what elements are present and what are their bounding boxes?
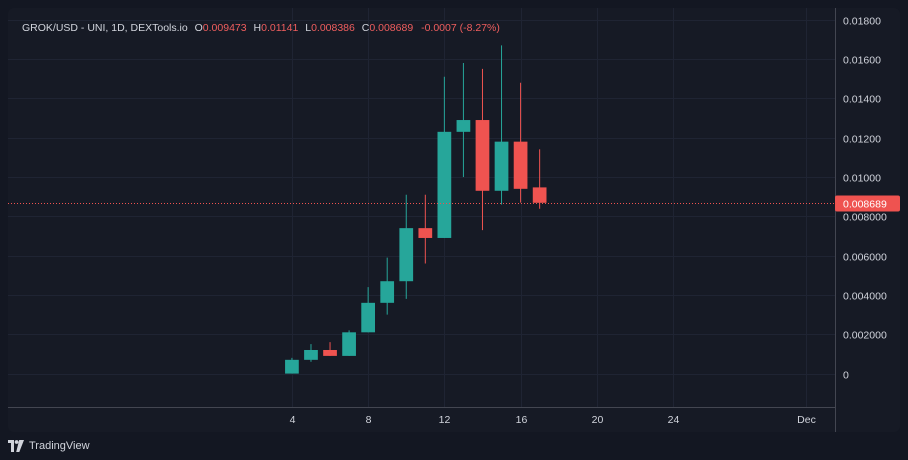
candle-body[interactable] [380,281,395,303]
candlestick-chart[interactable]: 0 0.002000 0.004000 0.006000 0.008000 0.01000… [8,8,900,432]
open-value: 0.009473 [202,22,247,34]
y-tick-label: 0.008000 [843,212,887,224]
x-tick-label: 8 [366,414,372,426]
candle-body[interactable] [399,228,414,282]
candle-body[interactable] [437,131,452,238]
close-label: C [361,22,370,34]
y-tick-label: 0.01600 [843,55,881,67]
low-label: L [305,22,312,34]
y-tick-label: 0.01800 [843,16,881,28]
last-price-tag [835,195,900,212]
y-tick-label: 0.006000 [843,252,887,264]
candle-body[interactable] [342,332,356,356]
candle-body[interactable] [418,228,433,238]
y-tick-label: 0.01000 [843,173,881,185]
y-tick-label: 0.01400 [843,94,881,106]
high-label: H [253,22,262,34]
low-value: 0.008386 [311,22,355,34]
symbol-line: GROK/USD - UNI, 1D, DEXTools.io [22,22,188,34]
chart-frame[interactable]: 0 0.002000 0.004000 0.006000 0.008000 0.01000… [8,8,900,432]
candle-body[interactable] [285,359,299,374]
x-tick-label: 4 [290,414,296,426]
x-tick-label: 12 [439,414,451,426]
candle-body[interactable] [456,120,471,132]
candle-body[interactable] [475,120,490,191]
x-tick-label: 24 [668,414,680,426]
candle-body[interactable] [494,141,509,191]
tradingview-icon [8,440,24,452]
x-tick-label: Dec [797,414,816,426]
y-tick-label: 0.01200 [843,134,881,146]
close-value: 0.008689 [369,22,414,34]
tradingview-logo[interactable]: TradingView [8,437,90,455]
x-tick-label: 20 [592,414,604,426]
y-tick-label: 0.004000 [843,291,887,303]
candle-body[interactable] [532,187,547,203]
candle-body[interactable] [323,350,337,356]
open-label: O [194,22,203,34]
symbol-legend: GROK/USD - UNI, 1D, DEXTools.io O0.00947… [22,22,500,34]
candle-body[interactable] [304,350,318,360]
x-tick-label: 16 [516,414,528,426]
candle-body[interactable] [513,141,528,189]
y-tick-label: 0.002000 [843,330,887,342]
change-value: -0.0007 (-8.27%) [421,22,500,34]
tradingview-brand: TradingView [29,440,90,452]
y-tick-label: 0 [843,370,849,382]
last-price-label: 0.008689 [843,199,887,211]
high-value: 0.01141 [261,22,299,34]
chart-background [8,8,900,432]
candle-body[interactable] [361,302,376,333]
